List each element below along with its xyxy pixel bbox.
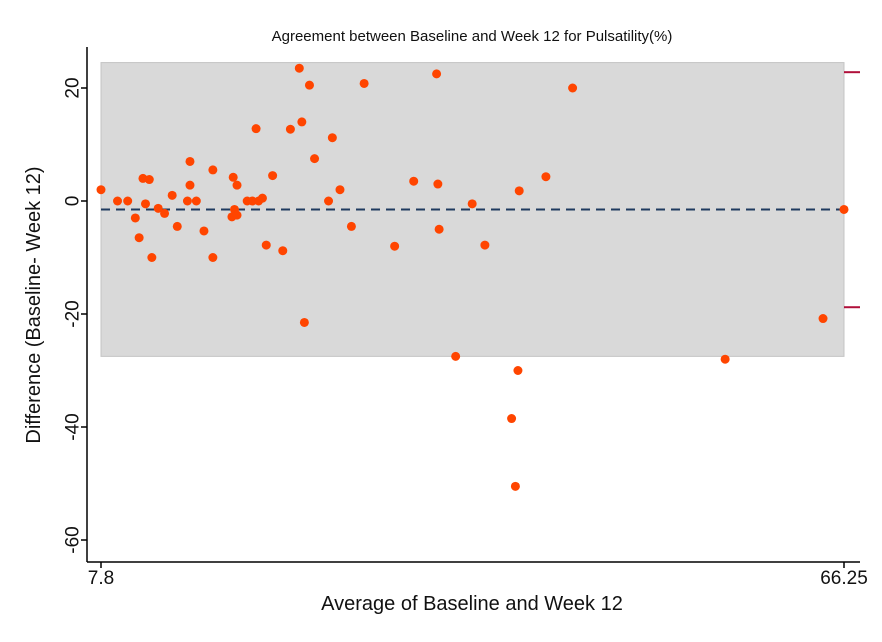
data-point-2 [123,196,133,206]
data-point-26 [247,196,257,206]
y-axis-label: Difference (Baseline- Week 12) [23,166,45,443]
x-axis-label: Average of Baseline and Week 12 [321,593,623,615]
y-tick-label-2: -20 [63,300,84,327]
data-point-40 [327,133,337,143]
x-tick-label-0: 7.8 [88,568,114,589]
data-point-48 [434,224,444,234]
data-point-39 [324,196,334,206]
data-point-16 [191,196,201,206]
data-point-38 [310,154,320,164]
data-point-31 [268,171,278,181]
data-point-11 [167,190,177,200]
data-point-47 [433,179,443,189]
data-point-43 [359,78,369,88]
x-tick-label-1: 66.25 [820,568,868,589]
data-point-32 [278,246,288,256]
data-point-19 [208,253,218,262]
data-point-34 [294,63,304,73]
data-point-12 [172,221,182,231]
data-point-4 [134,233,144,243]
data-point-53 [510,481,520,491]
data-point-35 [297,117,307,127]
data-point-56 [541,172,551,182]
y-tick-label-0: 20 [63,77,84,98]
data-point-46 [432,69,442,79]
y-tick-label-3: -40 [63,413,84,440]
data-point-14 [185,156,195,166]
data-point-30 [261,240,271,250]
data-point-0 [96,185,106,195]
data-point-41 [335,185,345,195]
data-point-50 [467,199,477,209]
data-point-49 [451,351,461,361]
data-point-58 [720,354,730,364]
y-tick-label-4: -60 [63,526,84,553]
data-point-17 [199,226,209,236]
data-point-54 [513,366,523,375]
data-point-1 [113,196,123,206]
data-point-44 [390,241,400,251]
data-point-9 [153,203,163,213]
data-point-36 [299,317,309,327]
data-point-18 [208,165,218,175]
data-point-59 [818,314,828,324]
plot-area: 20 0 -20 -40 -607.8 66.25 [63,47,868,589]
data-point-37 [304,80,314,90]
data-point-10 [160,208,170,218]
y-tick-label-1: 0 [63,196,84,207]
data-point-23 [232,180,242,190]
data-point-7 [144,175,154,185]
data-point-45 [409,176,419,186]
data-point-13 [182,196,192,206]
data-point-57 [568,83,578,93]
data-point-29 [257,193,267,203]
data-point-21 [228,172,238,182]
data-point-55 [514,186,524,196]
data-point-33 [285,124,295,134]
data-point-52 [507,414,517,424]
chart-title: Agreement between Baseline and Week 12 f… [272,28,673,45]
data-point-42 [346,221,356,231]
data-point-60 [839,204,849,214]
data-point-51 [480,240,490,250]
data-point-6 [140,199,150,209]
data-point-15 [185,180,195,190]
data-point-8 [147,253,157,262]
data-point-3 [130,213,140,223]
data-point-24 [232,210,242,220]
data-point-27 [251,124,261,134]
